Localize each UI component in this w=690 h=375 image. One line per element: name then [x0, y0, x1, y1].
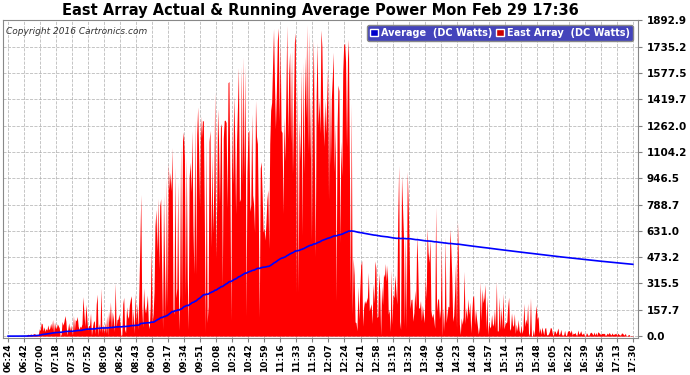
- Title: East Array Actual & Running Average Power Mon Feb 29 17:36: East Array Actual & Running Average Powe…: [62, 3, 579, 18]
- Text: Copyright 2016 Cartronics.com: Copyright 2016 Cartronics.com: [6, 27, 148, 36]
- Legend: Average  (DC Watts), East Array  (DC Watts): Average (DC Watts), East Array (DC Watts…: [367, 25, 633, 41]
